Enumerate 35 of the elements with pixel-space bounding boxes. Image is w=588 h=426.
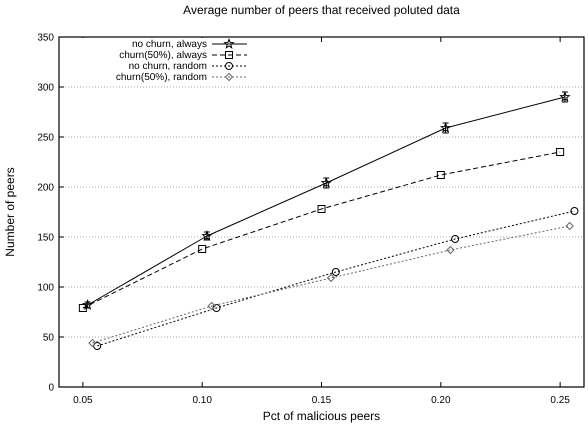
y-tick-label: 200 xyxy=(37,182,54,194)
x-axis-title: Pct of malicious peers xyxy=(262,409,380,423)
point xyxy=(556,148,564,156)
x-tick-label: 0.20 xyxy=(431,395,451,406)
point xyxy=(212,304,220,312)
y-tick-label: 300 xyxy=(37,82,54,94)
x-tick-label: 0.05 xyxy=(73,395,94,406)
x-tick-label: 0.15 xyxy=(312,395,332,406)
point xyxy=(446,246,454,254)
y-tick-label: 0 xyxy=(48,382,54,394)
legend-label: no churn, always xyxy=(132,39,207,50)
point xyxy=(208,302,216,310)
point xyxy=(570,207,578,215)
point xyxy=(332,268,340,276)
point xyxy=(566,222,574,230)
x-tick-label: 0.25 xyxy=(550,395,570,406)
legend-label: churn(50%), random xyxy=(116,72,207,83)
y-axis-title: Number of peers xyxy=(3,167,17,257)
point xyxy=(93,342,102,350)
legend-label: no churn, random xyxy=(128,61,207,72)
point xyxy=(451,235,460,243)
y-tick-label: 150 xyxy=(37,232,54,244)
y-tick-label: 250 xyxy=(37,132,54,144)
point xyxy=(88,339,96,347)
point xyxy=(327,274,336,282)
y-tick-label: 100 xyxy=(37,282,54,294)
point xyxy=(78,304,87,312)
legend-label: churn(50%), always xyxy=(119,50,207,61)
y-tick-label: 350 xyxy=(37,32,54,44)
chart-title: Average number of peers that received poluted data xyxy=(183,3,460,17)
y-tick-label: 50 xyxy=(42,332,54,344)
x-tick-label: 0.10 xyxy=(192,395,212,406)
point xyxy=(318,205,326,213)
point xyxy=(436,171,445,179)
point xyxy=(198,245,206,253)
